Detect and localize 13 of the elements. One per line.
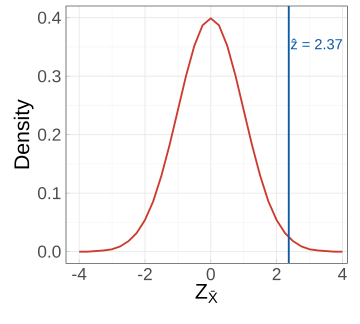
y-tick-label: 0.3 [38, 70, 61, 82]
y-tick-label: 0.1 [38, 187, 60, 200]
ref-line-label: ẑ = 2.37 [290, 38, 342, 50]
x-tick-label: 2 [272, 268, 281, 280]
x-tick-label: 0 [206, 268, 215, 280]
x-tick-label: 4 [338, 268, 347, 280]
y-tick-label: 0.2 [38, 128, 60, 141]
x-tick-label: -4 [72, 268, 86, 280]
y-axis-title: Density [14, 99, 34, 168]
y-tick-label: 0.0 [38, 246, 61, 258]
y-tick-label: 0.4 [38, 12, 61, 24]
x-axis-title: Z$_{X̄}$ [196, 284, 218, 303]
x-tick-label: -2 [138, 268, 152, 280]
